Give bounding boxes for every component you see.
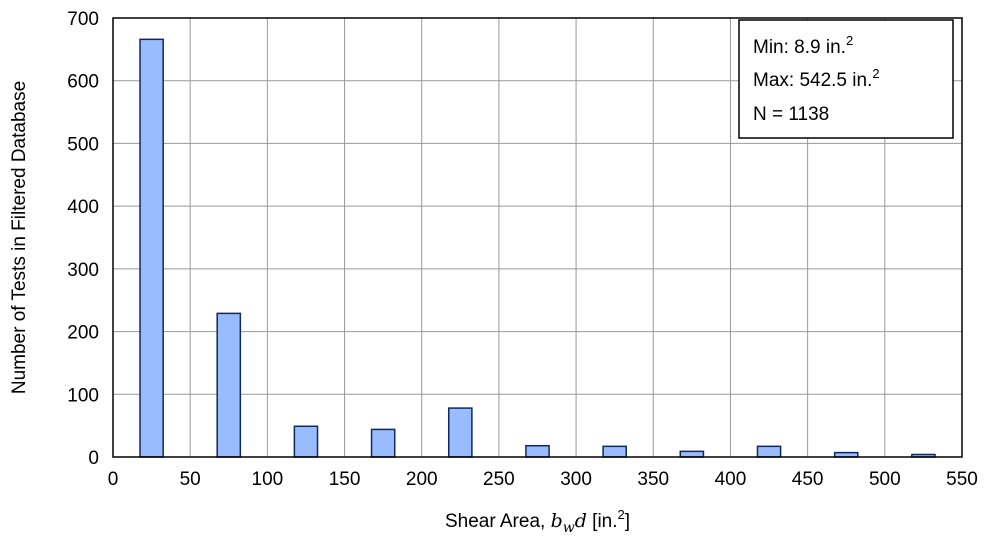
x-tick-label: 0 [108, 469, 119, 490]
histogram-bar [525, 444, 550, 458]
y-tick-label: 700 [67, 9, 99, 30]
y-tick-label: 500 [67, 134, 99, 155]
x-tick-label: 50 [180, 469, 201, 490]
stats-max-label: Max: 542.5 in. [753, 70, 872, 91]
histogram-bar [370, 428, 396, 458]
x-tick-label: 550 [946, 469, 978, 490]
x-tick-label: 500 [869, 469, 901, 490]
plot-frame [112, 17, 963, 458]
stats-max-text: Max: 542.5 in.2 [753, 66, 880, 91]
x-axis-title-b: b [551, 510, 563, 532]
x-axis-title-unit-sup: 2 [618, 507, 625, 522]
x-axis-title-prefix: Shear Area, [445, 511, 551, 532]
y-tick-label: 400 [67, 197, 99, 218]
histogram-bar [216, 312, 242, 458]
x-tick-label: 200 [406, 469, 438, 490]
histogram-bar [602, 445, 628, 458]
x-axis-title-unit: [in. [587, 511, 618, 532]
y-tick-label: 600 [67, 72, 99, 93]
x-tick-label: 350 [637, 469, 669, 490]
x-tick-label: 300 [560, 469, 592, 490]
stats-max-sup: 2 [872, 66, 879, 81]
y-tick-label: 0 [88, 448, 99, 469]
x-tick-labels: 0 50 100 150 200 250 300 350 400 450 500 550 [108, 469, 978, 490]
x-tick-label: 100 [252, 469, 284, 490]
histogram-bar [139, 38, 164, 458]
x-axis-title-d: d [575, 510, 587, 532]
y-tick-labels: 0 100 200 300 400 500 600 700 [67, 9, 99, 469]
stats-min-label: Min: 8.9 in. [753, 37, 846, 58]
y-tick-label: 300 [67, 260, 99, 281]
x-axis-title-sub: w [563, 520, 575, 536]
histogram-bar [679, 450, 705, 458]
x-axis-title-unit-end: ] [625, 511, 630, 532]
y-axis-title: Number of Tests in Filtered Database [9, 81, 30, 394]
stats-n-text: N = 1138 [753, 104, 829, 125]
y-tick-label: 200 [67, 323, 99, 344]
x-tick-label: 450 [792, 469, 824, 490]
x-tick-label: 400 [715, 469, 747, 490]
stats-min-text: Min: 8.9 in.2 [753, 33, 853, 58]
y-tick-label: 100 [67, 385, 99, 406]
histogram-bar [293, 425, 319, 458]
stats-annotation-frame [738, 19, 954, 139]
x-tick-label: 150 [329, 469, 361, 490]
histogram-bar [756, 445, 782, 458]
stats-min-sup: 2 [846, 33, 853, 48]
x-tick-label: 250 [483, 469, 515, 490]
stats-annotation-box: Min: 8.9 in.2 Max: 542.5 in.2 N = 1138 [738, 19, 954, 139]
x-axis-title: Shear Area, bwd [in.2] [445, 507, 630, 536]
histogram-bar [447, 407, 473, 458]
